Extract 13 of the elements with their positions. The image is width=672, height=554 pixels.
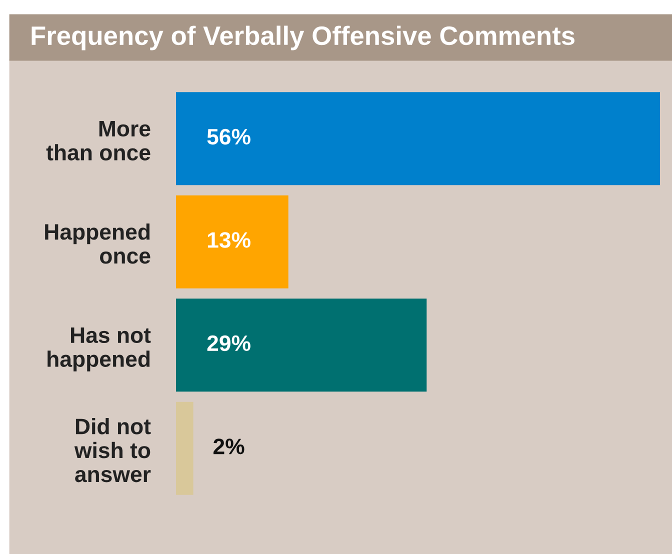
data-label: 29% xyxy=(207,335,250,352)
y-tick-label: Has not happened xyxy=(48,328,151,372)
bar xyxy=(176,298,427,392)
y-tick-label: More than once xyxy=(46,121,150,160)
data-label: 13% xyxy=(208,232,250,248)
data-label: 56% xyxy=(207,128,250,145)
bar xyxy=(176,195,288,288)
bar xyxy=(176,92,660,186)
y-tick-label: Did not wish to answer xyxy=(74,418,151,482)
bar xyxy=(176,402,194,495)
data-label: 2% xyxy=(214,438,244,454)
chart-title: Frequency of Verbally Offensive Comments xyxy=(32,26,574,50)
y-tick-label: Happened once xyxy=(45,223,150,264)
